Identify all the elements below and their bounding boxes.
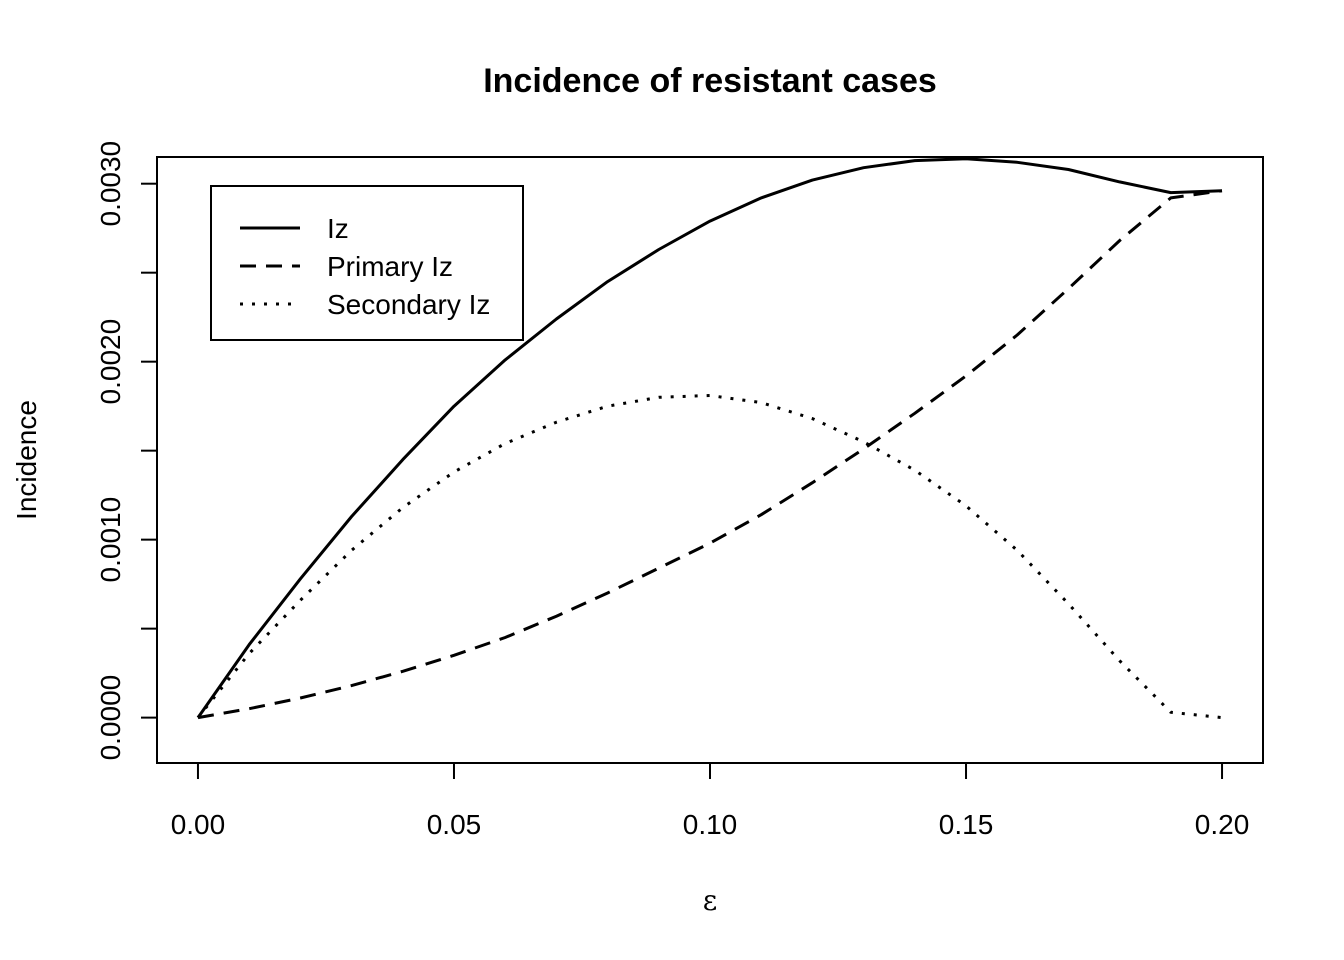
series-line-iz	[196, 157, 1223, 719]
x-axis-label: ε	[703, 884, 718, 917]
chart-title: Incidence of resistant cases	[483, 62, 937, 100]
x-tick-label: 0.15	[939, 809, 994, 840]
x-tick-label: 0.10	[683, 809, 738, 840]
series-line-secondary-iz	[196, 394, 1223, 720]
y-tick-label: 0.0020	[95, 319, 126, 405]
y-tick-label: 0.0000	[95, 675, 126, 761]
x-tick-label: 0.00	[171, 809, 226, 840]
y-axis-label: Incidence	[11, 400, 42, 520]
legend-label-iz: Iz	[327, 213, 349, 244]
x-tick-label: 0.20	[1195, 809, 1250, 840]
series-layer	[196, 157, 1223, 720]
legend-label-secondary-iz: Secondary Iz	[327, 289, 490, 320]
legend-label-primary-iz: Primary Iz	[327, 251, 453, 282]
y-tick-label: 0.0010	[95, 497, 126, 583]
y-axis: 0.0000 0.0010 0.0020 0.0030	[95, 141, 158, 761]
legend-box	[210, 185, 524, 341]
y-tick-label: 0.0030	[95, 141, 126, 227]
x-tick-label: 0.05	[427, 809, 482, 840]
x-axis: 0.00 0.05 0.10 0.15 0.20	[171, 762, 1250, 840]
legend: Iz Primary Iz Secondary Iz	[210, 185, 524, 341]
